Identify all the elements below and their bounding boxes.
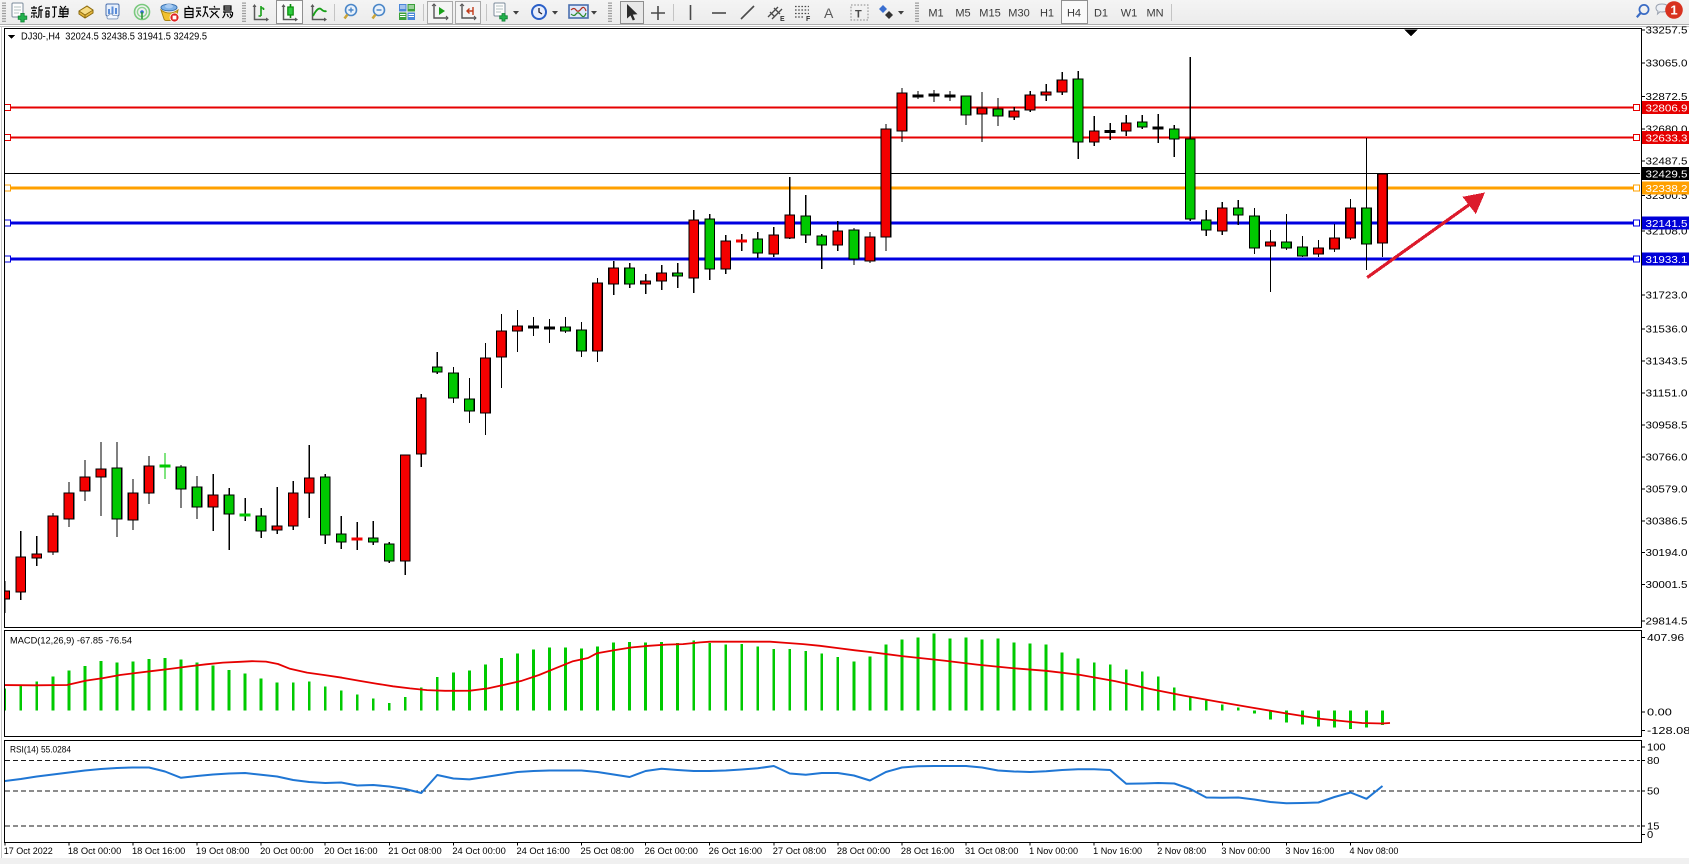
svg-text:1 Nov 16:00: 1 Nov 16:00 bbox=[1093, 846, 1142, 857]
svg-text:26 Oct 00:00: 26 Oct 00:00 bbox=[645, 846, 698, 857]
svg-text:2 Nov 08:00: 2 Nov 08:00 bbox=[1157, 846, 1206, 857]
svg-text:0.00: 0.00 bbox=[1647, 707, 1672, 719]
svg-text:30001.5: 30001.5 bbox=[1646, 579, 1688, 591]
svg-text:32141.5: 32141.5 bbox=[1646, 218, 1688, 230]
svg-text:24 Oct 16:00: 24 Oct 16:00 bbox=[516, 846, 569, 857]
svg-text:4 Nov 08:00: 4 Nov 08:00 bbox=[1349, 846, 1398, 857]
svg-text:15: 15 bbox=[1647, 821, 1660, 833]
svg-text:A: A bbox=[824, 5, 834, 21]
svg-text:-128.08: -128.08 bbox=[1647, 725, 1689, 737]
svg-text:30579.0: 30579.0 bbox=[1646, 484, 1688, 496]
svg-text:50: 50 bbox=[1647, 786, 1660, 798]
svg-text:32487.5: 32487.5 bbox=[1646, 156, 1688, 168]
svg-text:H4: H4 bbox=[1067, 8, 1081, 20]
svg-text:RSI(14) 55.0284: RSI(14) 55.0284 bbox=[10, 745, 71, 756]
svg-text:20 Oct 16:00: 20 Oct 16:00 bbox=[324, 846, 377, 857]
svg-text:407.96: 407.96 bbox=[1647, 632, 1684, 644]
svg-text:MACD(12,26,9) -67.85 -76.54: MACD(12,26,9) -67.85 -76.54 bbox=[10, 636, 132, 647]
svg-text:31343.5: 31343.5 bbox=[1646, 356, 1688, 368]
svg-text:24 Oct 00:00: 24 Oct 00:00 bbox=[452, 846, 505, 857]
svg-text:31151.0: 31151.0 bbox=[1646, 388, 1688, 400]
svg-text:18 Oct 16:00: 18 Oct 16:00 bbox=[132, 846, 185, 857]
svg-text:27 Oct 08:00: 27 Oct 08:00 bbox=[773, 846, 826, 857]
svg-text:33065.0: 33065.0 bbox=[1646, 58, 1688, 70]
svg-text:DJ30-,H4 32024.5 32438.5 3194: DJ30-,H4 32024.5 32438.5 31941.5 32429.5 bbox=[21, 32, 207, 43]
svg-text:31 Oct 08:00: 31 Oct 08:00 bbox=[965, 846, 1018, 857]
svg-text:M15: M15 bbox=[979, 8, 1000, 20]
svg-text:80: 80 bbox=[1647, 755, 1660, 767]
svg-text:0: 0 bbox=[1647, 829, 1653, 841]
svg-text:25 Oct 08:00: 25 Oct 08:00 bbox=[581, 846, 634, 857]
svg-text:1 Nov 00:00: 1 Nov 00:00 bbox=[1029, 846, 1078, 857]
svg-text:M30: M30 bbox=[1008, 8, 1029, 20]
svg-text:30386.5: 30386.5 bbox=[1646, 516, 1688, 528]
svg-text:28 Oct 16:00: 28 Oct 16:00 bbox=[901, 846, 954, 857]
svg-text:21 Oct 08:00: 21 Oct 08:00 bbox=[388, 846, 441, 857]
svg-text:1: 1 bbox=[1670, 3, 1677, 18]
svg-text:17 Oct 2022: 17 Oct 2022 bbox=[4, 846, 53, 857]
svg-text:31723.0: 31723.0 bbox=[1646, 290, 1688, 302]
svg-text:32429.5: 32429.5 bbox=[1646, 168, 1688, 180]
svg-text:100: 100 bbox=[1647, 742, 1666, 754]
svg-text:T: T bbox=[855, 9, 862, 21]
svg-text:20 Oct 00:00: 20 Oct 00:00 bbox=[260, 846, 313, 857]
svg-text:H1: H1 bbox=[1040, 8, 1054, 20]
svg-text:32806.9: 32806.9 bbox=[1646, 102, 1688, 114]
svg-text:32633.3: 32633.3 bbox=[1646, 132, 1688, 144]
svg-text:33257.5: 33257.5 bbox=[1646, 25, 1688, 37]
svg-text:E: E bbox=[780, 16, 785, 23]
svg-text:3 Nov 00:00: 3 Nov 00:00 bbox=[1221, 846, 1270, 857]
svg-text:30958.5: 30958.5 bbox=[1646, 420, 1688, 432]
svg-text:3 Nov 16:00: 3 Nov 16:00 bbox=[1285, 846, 1334, 857]
svg-text:32872.5: 32872.5 bbox=[1646, 91, 1688, 103]
svg-text:F: F bbox=[806, 16, 811, 23]
svg-text:30766.0: 30766.0 bbox=[1646, 452, 1688, 464]
svg-text:29814.5: 29814.5 bbox=[1646, 616, 1688, 628]
svg-text:30194.0: 30194.0 bbox=[1646, 547, 1688, 559]
svg-text:26 Oct 16:00: 26 Oct 16:00 bbox=[709, 846, 762, 857]
svg-text:19 Oct 08:00: 19 Oct 08:00 bbox=[196, 846, 249, 857]
svg-text:28 Oct 00:00: 28 Oct 00:00 bbox=[837, 846, 890, 857]
svg-text:W1: W1 bbox=[1121, 8, 1138, 20]
svg-text:18 Oct 00:00: 18 Oct 00:00 bbox=[68, 846, 121, 857]
svg-text:M5: M5 bbox=[955, 8, 970, 20]
svg-text:M1: M1 bbox=[928, 8, 943, 20]
svg-text:MN: MN bbox=[1146, 8, 1163, 20]
svg-text:D1: D1 bbox=[1094, 8, 1108, 20]
svg-text:31933.1: 31933.1 bbox=[1646, 254, 1688, 266]
svg-text:31536.0: 31536.0 bbox=[1646, 324, 1688, 336]
svg-text:32338.2: 32338.2 bbox=[1646, 183, 1688, 195]
